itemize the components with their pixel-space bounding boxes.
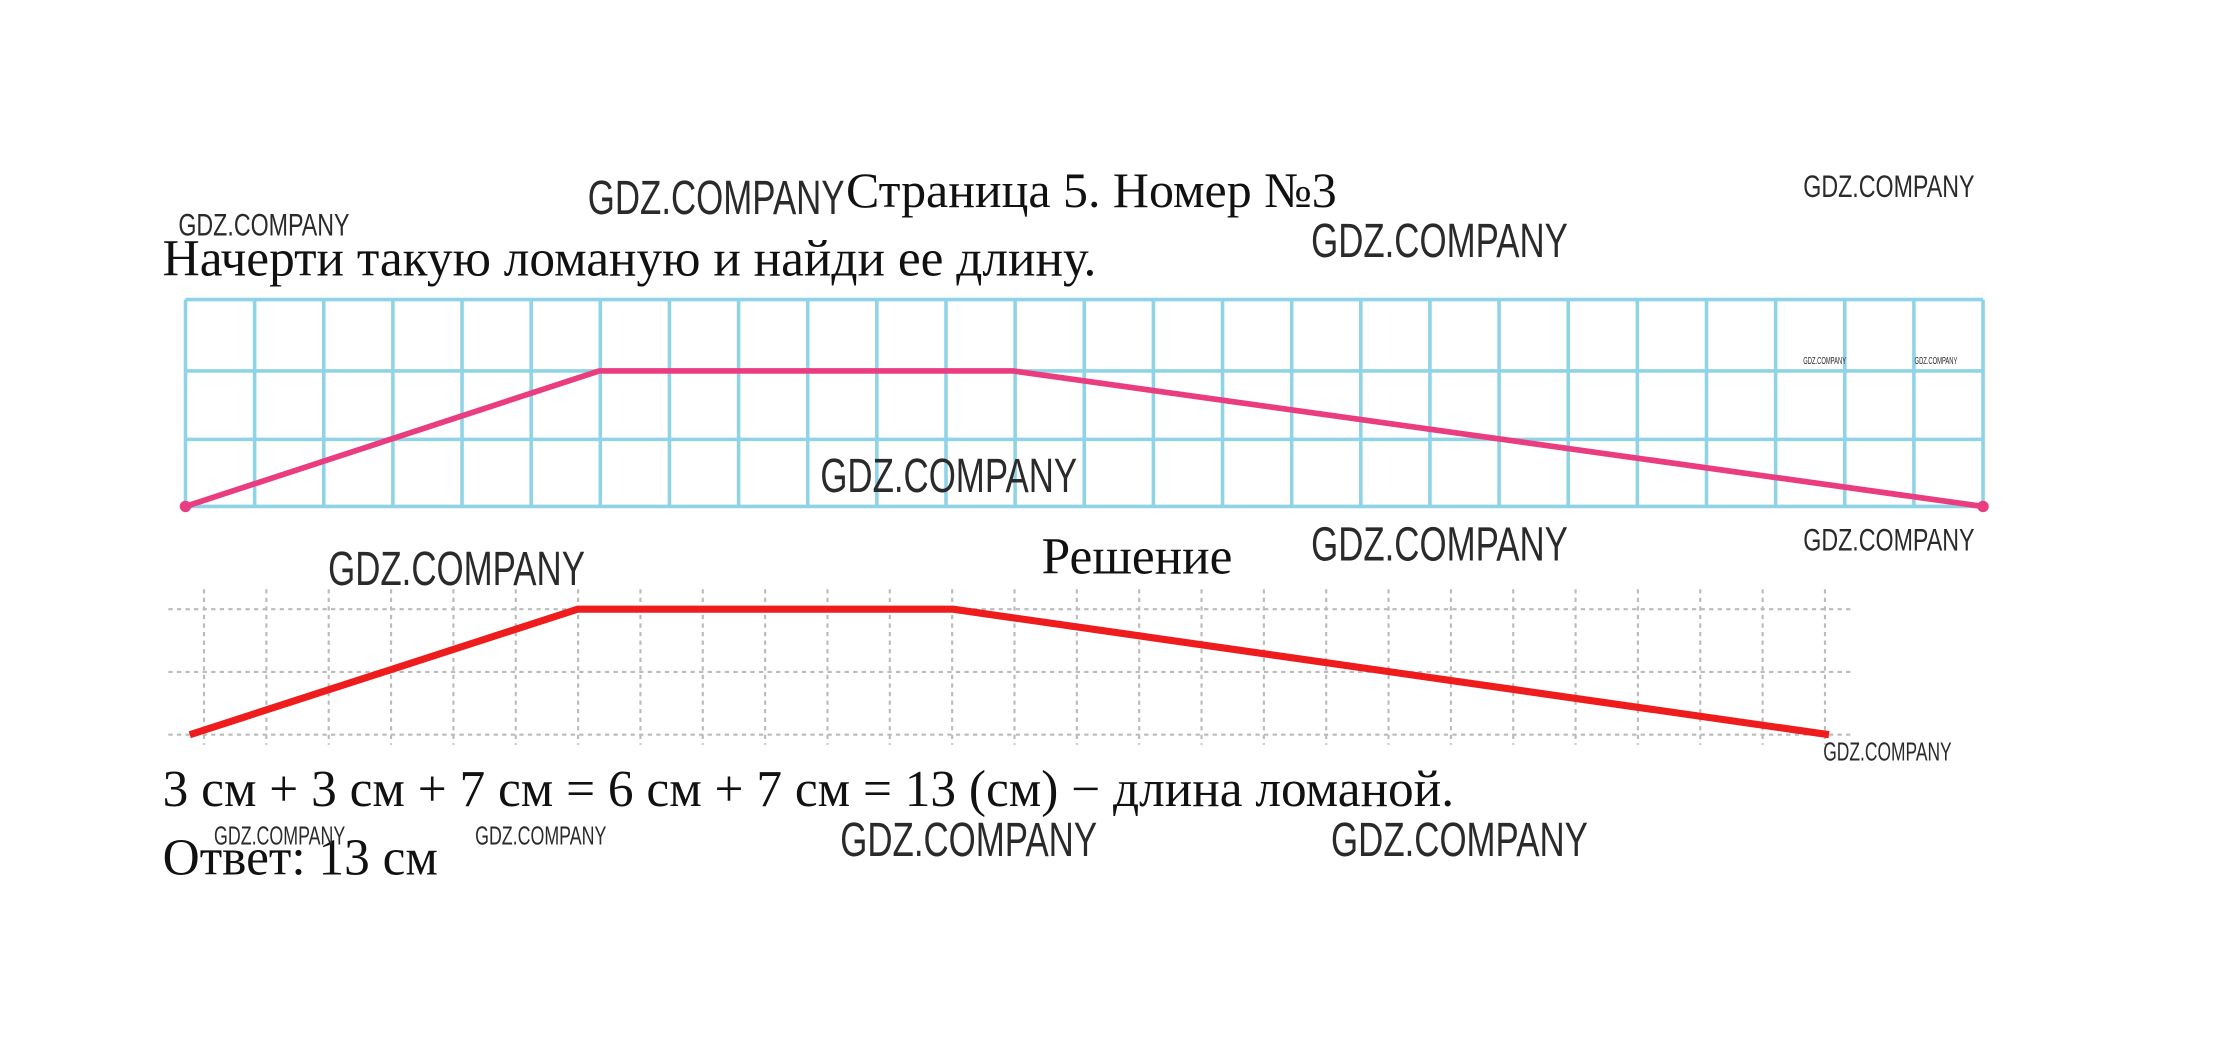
polyline-point: [1977, 500, 1989, 513]
watermark: GDZ.COMPANY: [178, 207, 349, 242]
watermark: GDZ.COMPANY: [1311, 214, 1568, 268]
solution-grid: [168, 589, 1855, 745]
task-polyline: [184, 368, 1984, 510]
solution-heading: Решение: [1042, 529, 1233, 586]
task-text: Начерти такую ломаную и найди ее длину.: [163, 230, 1097, 287]
watermarks: GDZ.COMPANY GDZ.COMPANY GDZ.COMPANY GDZ.COM…: [178, 169, 1974, 867]
watermark: GDZ.COMPANY: [1803, 169, 1974, 204]
watermark: GDZ.COMPANY: [1331, 813, 1588, 867]
page-title: Страница 5. Номер №3: [846, 163, 1337, 218]
task-grid: [183, 297, 1985, 509]
watermark: GDZ.COMPANY: [1823, 738, 1951, 766]
watermark: GDZ.COMPANY: [1915, 356, 1958, 367]
watermark: GDZ.COMPANY: [588, 171, 845, 225]
watermark: GDZ.COMPANY: [475, 823, 606, 851]
watermark: GDZ.COMPANY: [1803, 523, 1974, 558]
answer: Ответ: 13 см: [163, 830, 438, 887]
watermark: GDZ.COMPANY: [840, 813, 1097, 867]
watermark: GDZ.COMPANY: [214, 823, 345, 851]
watermark: GDZ.COMPANY: [1803, 356, 1846, 367]
solution-polyline: [188, 605, 1830, 739]
watermark: GDZ.COMPANY: [820, 449, 1077, 503]
watermark: GDZ.COMPANY: [328, 542, 585, 596]
watermark: GDZ.COMPANY: [1311, 518, 1568, 572]
polyline-point: [179, 500, 192, 513]
solution-equation: 3 см + 3 см + 7 см = 6 см + 7 см = 13 (с…: [163, 761, 1454, 818]
